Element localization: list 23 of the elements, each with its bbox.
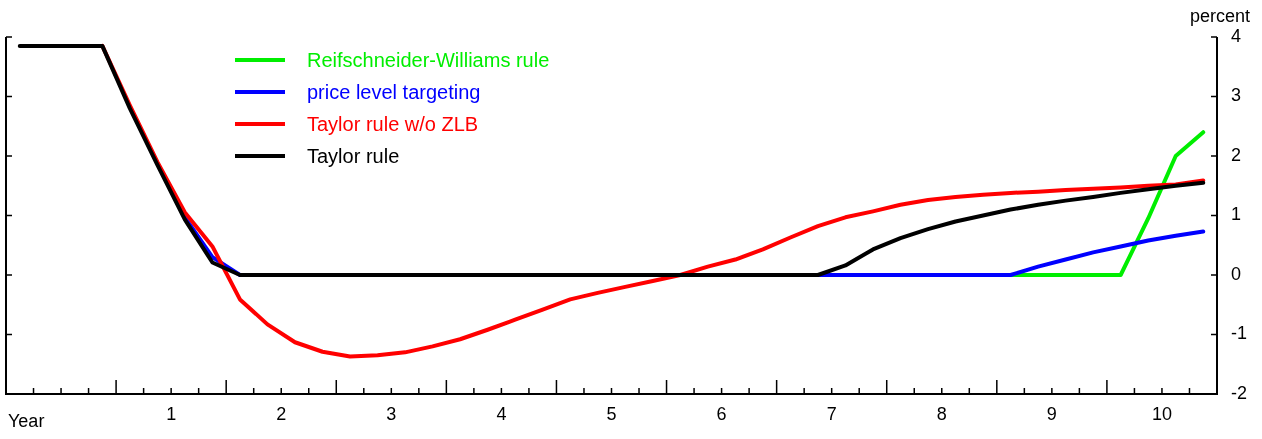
y-axis-title: percent — [1189, 6, 1250, 27]
legend-label: Taylor rule w/o ZLB — [307, 112, 479, 136]
legend-label: Reifschneider-Williams rule — [307, 48, 550, 72]
legend-label: price level targeting — [307, 80, 481, 104]
x-tick-label: 9 — [1046, 403, 1057, 424]
x-tick-label: 4 — [496, 403, 507, 424]
y-tick-label: -1 — [1231, 323, 1248, 344]
y-tick-label: 1 — [1231, 204, 1242, 225]
y-tick-label: 3 — [1231, 85, 1242, 106]
y-tick-label: -2 — [1231, 382, 1248, 403]
x-tick-label: 1 — [166, 403, 177, 424]
y-tick-label: 0 — [1231, 263, 1242, 284]
x-tick-label: 5 — [606, 403, 617, 424]
x-tick-label: 8 — [936, 403, 947, 424]
x-tick-label: 7 — [826, 403, 837, 424]
y-tick-label: 2 — [1231, 144, 1242, 165]
x-axis-title: Year — [8, 410, 45, 431]
legend-label: Taylor rule — [307, 144, 400, 168]
x-tick-label: 10 — [1151, 403, 1172, 424]
y-tick-label: 4 — [1231, 25, 1242, 46]
x-tick-label: 2 — [276, 403, 287, 424]
x-tick-label: 3 — [386, 403, 397, 424]
x-tick-label: 6 — [716, 403, 727, 424]
